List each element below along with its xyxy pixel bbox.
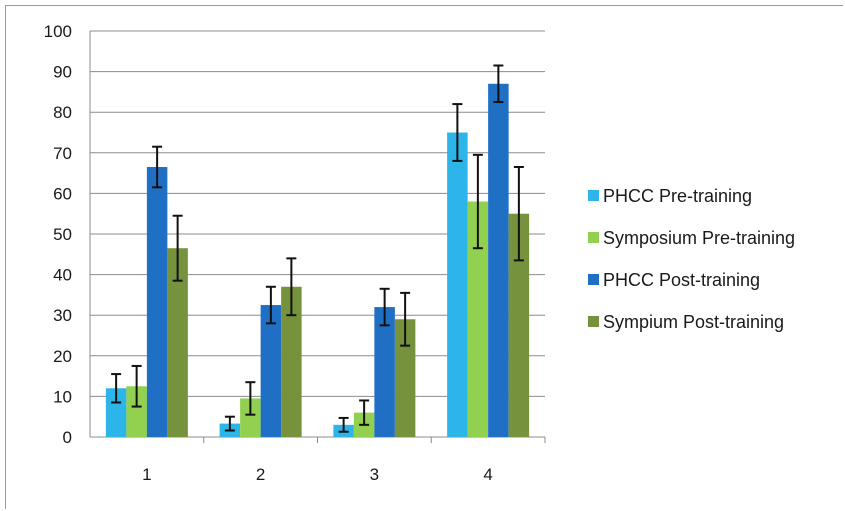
bar: [394, 319, 416, 437]
y-tick-label: 20: [53, 347, 72, 366]
legend-swatch: [588, 190, 599, 201]
bar: [374, 307, 395, 437]
y-tick-label: 10: [53, 387, 72, 406]
y-tick-label: 50: [53, 225, 72, 244]
legend-swatch: [588, 232, 599, 243]
bar: [281, 286, 302, 437]
x-tick-label: 2: [256, 465, 265, 484]
y-tick-label: 60: [53, 184, 72, 203]
bar: [488, 83, 509, 437]
y-tick-label: 30: [53, 306, 72, 325]
y-tick-label: 70: [53, 144, 72, 163]
bar: [467, 201, 489, 437]
bar: [167, 248, 188, 437]
legend-swatch: [588, 316, 599, 327]
legend-label: PHCC Post-training: [603, 270, 760, 290]
bar: [146, 167, 168, 437]
legend-label: Sympium Post-training: [603, 312, 784, 332]
legend-label: PHCC Pre-training: [603, 186, 752, 206]
bar: [260, 305, 282, 437]
y-tick-label: 80: [53, 103, 72, 122]
x-tick-label: 3: [370, 465, 379, 484]
x-tick-label: 1: [142, 465, 151, 484]
bar: [126, 386, 147, 437]
y-tick-label: 0: [63, 428, 72, 447]
legend-label: Symposium Pre-training: [603, 228, 795, 248]
bar: [240, 398, 261, 437]
y-tick-label: 100: [44, 22, 72, 41]
x-tick-label: 4: [483, 465, 492, 484]
bar: [105, 388, 127, 437]
bar: [508, 213, 530, 437]
bar: [447, 132, 468, 437]
legend-swatch: [588, 274, 599, 285]
y-tick-label: 90: [53, 63, 72, 82]
y-tick-label: 40: [53, 266, 72, 285]
